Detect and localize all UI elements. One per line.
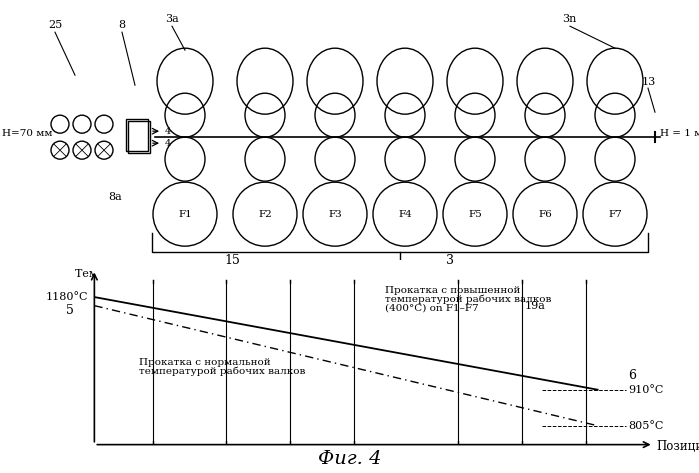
Text: 3n: 3n [562,14,577,24]
Text: температурой рабочих валков: температурой рабочих валков [139,367,305,377]
Text: 1180°C: 1180°C [45,292,87,302]
Bar [128,121,150,153]
Text: 805°C: 805°C [628,421,664,431]
Text: 3a: 3a [165,14,179,24]
Text: 8a: 8a [108,192,122,202]
Bar [126,119,148,151]
Text: Позиция: Позиция [656,440,699,453]
Text: 4: 4 [165,127,171,136]
Text: Прокатка с нормальной: Прокатка с нормальной [139,358,271,367]
Text: 8: 8 [118,20,125,30]
Text: 13: 13 [642,77,656,87]
Text: 3: 3 [446,254,454,267]
Text: Температура полосы: Температура полосы [75,269,198,279]
Text: 19a: 19a [525,301,546,311]
Text: (400°C) on F1–F7: (400°C) on F1–F7 [385,304,479,313]
Text: 5: 5 [66,304,74,317]
Text: 4: 4 [165,139,171,148]
Text: F2: F2 [258,210,272,219]
Text: 15: 15 [224,254,240,267]
Text: 910°C: 910°C [628,385,664,394]
Text: F7: F7 [608,210,622,219]
Text: 25: 25 [48,20,62,30]
Text: F4: F4 [398,210,412,219]
Text: F5: F5 [468,210,482,219]
Text: F3: F3 [328,210,342,219]
Text: Фиг. 4: Фиг. 4 [318,450,381,468]
Text: H = 1 мм: H = 1 мм [660,129,699,138]
Text: Прокатка с повышенной: Прокатка с повышенной [385,286,521,295]
Text: H=70 мм: H=70 мм [2,129,52,138]
Text: F1: F1 [178,210,192,219]
Text: 6: 6 [628,369,636,383]
Text: температурой рабочих валков: температурой рабочих валков [385,294,552,304]
Text: F6: F6 [538,210,552,219]
